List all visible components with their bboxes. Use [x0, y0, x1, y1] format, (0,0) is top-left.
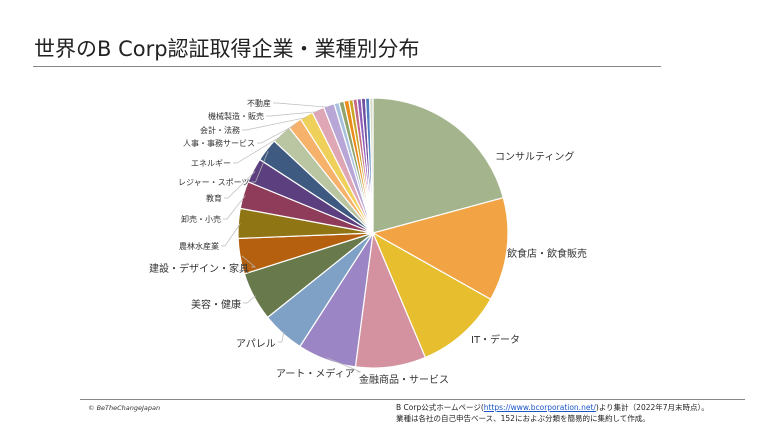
slice-label: 金融商品・サービス [359, 375, 449, 386]
slice-label: アート・メディア [276, 369, 355, 380]
slice-label: 美容・健康 [191, 300, 241, 311]
slice-label: 卸売・小売 [181, 215, 221, 224]
slice-label: 会計・法務 [200, 126, 240, 135]
leader-line [273, 102, 330, 108]
leader-line [327, 357, 361, 373]
slice-label: 人事・事務サービス [183, 139, 255, 148]
leader-line [233, 135, 283, 164]
page-title: 世界のB Corp認証取得企業・業種別分布 [34, 37, 420, 61]
slice-label: 不動産 [247, 99, 271, 108]
leader-line [221, 223, 241, 247]
leader-line [242, 116, 308, 131]
title-divider [33, 66, 661, 67]
slice-label: 農林水産業 [179, 242, 219, 251]
method-note: 業種は各社の自己申告ベース、152におよぶ分類を簡易的に集約して作成。 [396, 413, 650, 423]
source-note: B Corp公式ホームページ(https://www.bcorporation.… [396, 403, 709, 424]
slice-label: 機械製造・販売 [208, 112, 264, 121]
pie-slice [371, 231, 492, 359]
slice-label: 飲食店・飲食販売 [507, 249, 587, 260]
leader-line [224, 171, 256, 199]
leader-line [266, 111, 319, 117]
leader-line [223, 195, 246, 220]
copyright: © BeTheChangeJapan [88, 404, 161, 412]
leader-line [241, 255, 256, 268]
slice-label: コンサルティング [495, 152, 575, 163]
pie-slice [372, 97, 505, 234]
leader-line [251, 151, 269, 183]
leader-line [277, 331, 285, 343]
source-link[interactable]: https://www.bcorporation.net/ [483, 403, 596, 412]
slice-label: レジャー・スポーツ [178, 178, 250, 187]
source-line: B Corp公式ホームページ(https://www.bcorporation.… [396, 403, 709, 412]
slice-label: IT・データ [471, 335, 521, 346]
slice-label: 建設・デザイン・家具 [149, 264, 249, 275]
leader-line [243, 295, 256, 304]
slice-label: エネルギー [191, 159, 231, 168]
pie-slice [369, 97, 374, 234]
footer-divider [80, 399, 745, 400]
leader-line [257, 124, 296, 144]
pie-slice [371, 196, 509, 301]
slice-label: 教育 [206, 194, 222, 203]
slice-label: アパレル [236, 339, 276, 350]
